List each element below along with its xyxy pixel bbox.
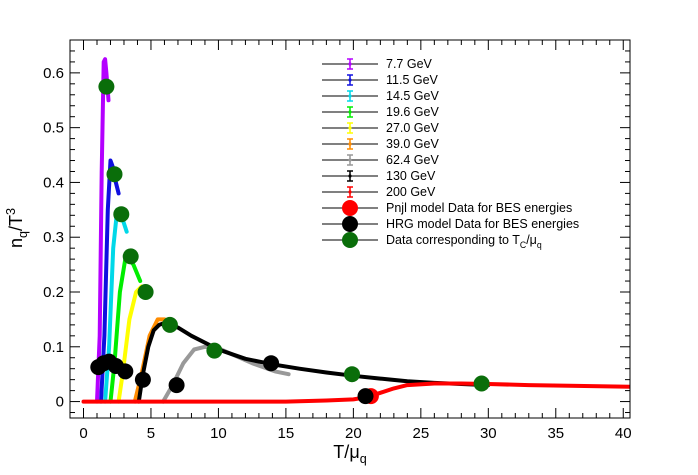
legend-entry-data-corresponding-to-tc-q: Data corresponding to TC/μq (322, 232, 542, 250)
legend-dot (348, 94, 352, 98)
marker-data-corresponding-to-tc-q-8 (473, 375, 490, 392)
legend-label: 14.5 GeV (386, 89, 439, 103)
legend-label: 19.6 GeV (386, 105, 439, 119)
legend-entry-62-4-gev: 62.4 GeV (322, 153, 439, 167)
y-axis-title: nq/T3 (4, 208, 30, 248)
legend-label-part: q (537, 240, 542, 250)
legend-label: Pnjl model Data for BES energies (386, 201, 572, 215)
legend-label: 200 GeV (386, 185, 436, 199)
y-axis-title-part: 3 (4, 208, 18, 215)
series-curve-130-gev (136, 320, 491, 404)
x-axis-title: T/μq (333, 442, 366, 466)
legend-label: 27.0 GeV (386, 121, 439, 135)
legend-entry-39-0-gev: 39.0 GeV (322, 137, 439, 151)
x-axis-title-part: / (344, 442, 349, 462)
legend-label: 39.0 GeV (386, 137, 439, 151)
marker-data-corresponding-to-tc-q-1 (106, 166, 123, 183)
marker-hrg-model-data-for-bes-energies-6 (168, 377, 185, 394)
marker-data-corresponding-to-tc-q-5 (161, 316, 178, 333)
series-curve-62-4-gev (161, 344, 291, 404)
legend: 7.7 GeV 11.5 GeV 14.5 GeV 19.6 GeV 27.0 GeV 3… (322, 57, 579, 250)
legend-dot (348, 110, 352, 114)
y-tick-label: 0.6 (43, 65, 64, 82)
legend-label-part: C (520, 240, 526, 250)
legend-entry-11-5-gev: 11.5 GeV (322, 73, 439, 87)
legend-label: 130 GeV (386, 169, 436, 183)
markers-layer (90, 78, 490, 405)
legend-label-part: Data corresponding to T (386, 233, 520, 247)
legend-entry-19-6-gev: 19.6 GeV (322, 105, 439, 119)
legend-label: 11.5 GeV (386, 73, 439, 87)
marker-data-corresponding-to-tc-q-7 (344, 366, 360, 383)
legend-dot (348, 174, 352, 178)
marker-hrg-model-data-for-bes-energies-8 (357, 388, 374, 405)
y-tick-label: 0.4 (43, 174, 64, 191)
legend-marker (342, 216, 358, 232)
y-tick-label: 0.5 (43, 120, 64, 137)
plot-frame (69, 39, 631, 419)
legend-entry-200-gev: 200 GeV (322, 185, 436, 199)
legend-label: Data corresponding to TC/μq (386, 233, 542, 250)
marker-hrg-model-data-for-bes-energies-4 (117, 363, 134, 380)
x-tick-label: 25 (412, 425, 429, 442)
legend-dot (348, 190, 352, 194)
marker-data-corresponding-to-tc-q-0 (98, 78, 115, 95)
legend-label: 62.4 GeV (386, 153, 439, 167)
legend-marker (342, 200, 358, 216)
x-tick-label: 20 (345, 425, 362, 442)
legend-entry-27-0-gev: 27.0 GeV (322, 121, 439, 135)
x-axis-title-part: q (360, 452, 367, 466)
legend-label-part: /μ (526, 233, 537, 247)
series-curve-7-7-gev (95, 57, 111, 404)
legend-dot (348, 62, 352, 66)
x-axis-title-part: T (333, 442, 344, 462)
axis-ticks (69, 40, 630, 418)
legend-entry-130-gev: 130 GeV (322, 169, 436, 183)
legend-entry-pnjl-model-data-for-bes-energies: Pnjl model Data for BES energies (322, 200, 572, 216)
marker-data-corresponding-to-tc-q-3 (122, 248, 139, 265)
marker-data-corresponding-to-tc-q-4 (137, 284, 154, 300)
x-tick-label: 35 (547, 425, 564, 442)
x-tick-label: 15 (278, 425, 295, 442)
legend-entry-hrg-model-data-for-bes-energies: HRG model Data for BES energies (322, 216, 579, 232)
marker-hrg-model-data-for-bes-energies-5 (134, 371, 151, 388)
x-axis-title-part: μ (349, 442, 359, 462)
legend-dot (348, 158, 352, 162)
marker-data-corresponding-to-tc-q-6 (206, 342, 223, 359)
y-tick-label: 0 (56, 394, 64, 411)
legend-dot (348, 78, 352, 82)
legend-label: 7.7 GeV (386, 57, 433, 71)
legend-entry-7-7-gev: 7.7 GeV (322, 57, 433, 71)
y-tick-label: 0.2 (43, 284, 64, 301)
x-tick-label: 30 (480, 425, 497, 442)
x-tick-label: 40 (615, 425, 632, 442)
y-axis-title-part: T (6, 215, 26, 226)
x-tick-label: 0 (79, 425, 87, 442)
axis-tick-labels: 0 5 10 15 20 25 30 35 40 0 0.1 0.2 0.3 0.4 0.5 0.6 (43, 65, 631, 442)
legend-marker (342, 232, 358, 248)
y-axis-title-part: / (6, 226, 26, 231)
y-tick-label: 0.1 (43, 339, 64, 356)
y-axis-title-part: q (16, 231, 30, 238)
series-curve-200-gev (81, 381, 630, 404)
legend-dot (348, 126, 352, 130)
legend-dot (348, 142, 352, 146)
marker-hrg-model-data-for-bes-energies-7 (263, 355, 280, 372)
y-axis-title-part: n (6, 238, 26, 248)
y-tick-label: 0.3 (43, 229, 64, 246)
legend-entry-14-5-gev: 14.5 GeV (322, 89, 439, 103)
x-tick-label: 10 (210, 425, 227, 442)
marker-data-corresponding-to-tc-q-2 (113, 206, 130, 223)
legend-label: HRG model Data for BES energies (386, 217, 579, 231)
x-tick-label: 5 (147, 425, 155, 442)
